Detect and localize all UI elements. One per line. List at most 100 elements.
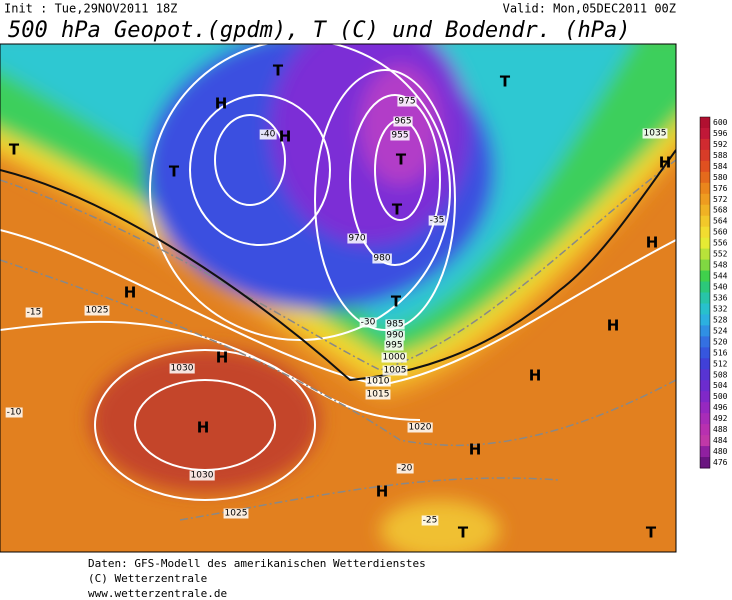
colorbar-cell [700, 259, 710, 272]
label-bg [359, 317, 377, 328]
label-bg [397, 96, 417, 107]
colorbar-label: 520 [713, 337, 728, 346]
isoline-label: -15 [27, 308, 42, 318]
pressure-center: H [197, 419, 210, 437]
label-bg [385, 330, 405, 341]
colorbar-cell [700, 402, 710, 414]
colorbar-cell [700, 182, 710, 195]
label-bg [382, 365, 408, 376]
label-bg [169, 363, 195, 374]
colorbar-label: 536 [713, 293, 728, 302]
colorbar-label: 480 [713, 447, 728, 456]
isoline-label: -40 [261, 130, 276, 140]
isoline-label: -10 [7, 408, 22, 418]
colorbar-cell [700, 127, 710, 140]
isoline-label: -25 [423, 516, 438, 526]
pressure-center: H [376, 483, 389, 501]
colorbar-label: 600 [713, 118, 728, 127]
pressure-center: H [607, 317, 620, 335]
colorbar-label: 516 [713, 348, 728, 357]
isoline-label: 1035 [644, 129, 667, 139]
colorbar-label: 560 [713, 228, 728, 237]
colorbar-label: 588 [713, 151, 728, 160]
colorbar-cell [700, 149, 710, 162]
colorbar-label: 556 [713, 239, 728, 248]
isoline-label: -20 [398, 464, 413, 474]
colorbar-cell [700, 204, 710, 217]
pressure-center: H [124, 284, 137, 302]
colorbar-cell [700, 336, 710, 348]
isoline-label: 1015 [367, 390, 390, 400]
colorbar-cell [700, 226, 710, 239]
colorbar-label: 584 [713, 162, 728, 171]
label-bg [347, 233, 367, 244]
pressure-center: H [646, 234, 659, 252]
isoline-label: 990 [386, 331, 403, 341]
pressure-center: T [273, 62, 284, 80]
colorbar-cell [700, 160, 710, 173]
colorbar-label: 508 [713, 370, 728, 379]
colorbar-cell [700, 435, 710, 447]
isoline-label: 955 [391, 131, 408, 141]
colorbar-label: 548 [713, 261, 728, 270]
colorbar-label: 524 [713, 326, 728, 335]
init-time: Init : Tue,29NOV2011 18Z [4, 2, 177, 16]
colorbar-cell [700, 347, 710, 359]
label-bg [381, 352, 407, 363]
label-bg [384, 340, 404, 351]
label-bg [189, 470, 215, 481]
label-bg [385, 319, 405, 330]
colorbar-frame [699, 116, 711, 469]
isoline-label: -35 [430, 216, 445, 226]
colorbar-label: 552 [713, 250, 728, 259]
colorbar-label: 532 [713, 304, 728, 313]
colorbar-cell [700, 237, 710, 250]
colorbar-label: 576 [713, 184, 728, 193]
label-bg [365, 376, 391, 387]
pressure-center: H [529, 367, 542, 385]
colorbar-cell [700, 292, 710, 304]
pressure-center: T [9, 141, 20, 159]
colorbar-label: 596 [713, 129, 728, 138]
isoline-label: 1025 [86, 306, 109, 316]
isoline-label: 1030 [191, 471, 214, 481]
label-bg [421, 515, 439, 526]
map-area [0, 44, 676, 552]
colorbar-label: 504 [713, 381, 728, 390]
colorbar-cell [700, 446, 710, 458]
pressure-center: H [279, 128, 292, 146]
colorbar-cell [700, 117, 710, 129]
colorbar-label: 564 [713, 217, 728, 226]
colorbar-cell [700, 215, 710, 228]
valid-time: Valid: Mon,05DEC2011 00Z [503, 2, 676, 16]
pressure-center: T [169, 163, 180, 181]
label-bg [372, 253, 392, 264]
label-bg [25, 307, 43, 318]
colorbar-cell [700, 248, 710, 261]
colorbar-cell [700, 457, 710, 469]
isoline-label: 1010 [367, 377, 390, 387]
colorbar-cell [700, 314, 710, 326]
footer-line: Daten: GFS-Modell des amerikanischen Wet… [88, 557, 426, 570]
colorbar-cell [700, 391, 710, 403]
pressure-center: T [391, 293, 402, 311]
label-bg [407, 422, 433, 433]
pressure-center: T [500, 73, 511, 91]
colorbar-cell [700, 193, 710, 206]
label-bg [390, 130, 410, 141]
colorbar-label: 512 [713, 359, 728, 368]
pressure-center: H [659, 154, 672, 172]
colorbar-label: 488 [713, 425, 728, 434]
pressure-center: T [458, 524, 469, 542]
colorbar-cell [700, 270, 710, 283]
colorbar-label: 592 [713, 140, 728, 149]
label-bg [396, 463, 414, 474]
isoline-label: 1000 [383, 353, 406, 363]
footer-line: www.wetterzentrale.de [88, 587, 227, 600]
colorbar-label: 492 [713, 414, 728, 423]
label-bg [259, 129, 277, 140]
map-title: 500 hPa Geopot.(gpdm), T (C) und Bodendr… [8, 18, 631, 43]
pressure-center: T [396, 151, 407, 169]
colorbar-cell [700, 369, 710, 381]
label-bg [84, 305, 110, 316]
